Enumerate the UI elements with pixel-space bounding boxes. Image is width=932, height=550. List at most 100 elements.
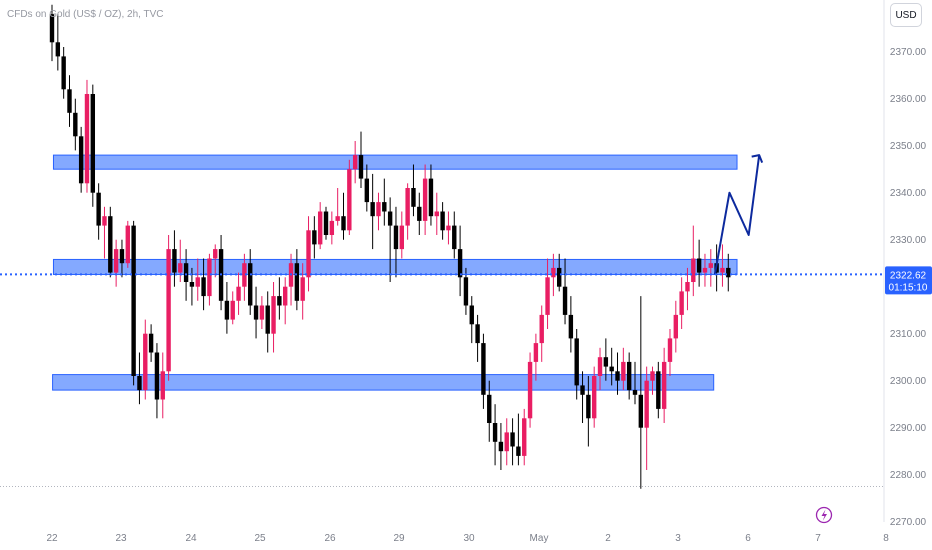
candle-body [644,380,649,428]
candle-body [522,418,527,456]
candle-body [638,394,644,428]
candle-body [154,352,160,400]
candle-body [166,249,171,372]
candle-body [452,225,457,250]
candle-body [481,343,486,395]
candle-body [49,14,55,43]
candle [364,164,370,212]
candle-body [213,249,218,259]
candle [300,263,305,320]
candle-body [533,343,539,362]
lightning-icon[interactable] [815,506,833,524]
candle [55,14,61,71]
candle-body [236,286,241,301]
candle-body [551,267,556,278]
candle-body [498,441,504,452]
candle-body [626,361,632,391]
candle-body [78,136,84,184]
candle [673,300,679,353]
candle-body [463,277,469,306]
candle-body [172,249,177,273]
candle [382,178,387,226]
candle-body [201,277,206,297]
candle [522,408,527,466]
candle [679,277,684,329]
candle-body [469,305,474,325]
candle [591,366,597,428]
candle [685,267,690,311]
candle-body [61,56,66,90]
zone-3[interactable] [52,374,715,391]
candle-body [399,225,404,250]
candle-body [393,225,399,250]
symbol-title: CFDs on Gold (US$ / OZ), 2h, TVC [7,9,164,20]
candle [557,253,562,292]
candle [527,352,533,428]
candle-body [352,155,358,170]
candle [67,75,72,127]
candle [702,253,708,287]
candle-body [265,305,270,334]
candle-body [294,263,300,301]
candle-body [609,366,614,372]
candle [154,343,160,419]
candle-body [108,216,113,273]
projection-arrow[interactable] [713,154,761,275]
candle [440,202,445,240]
candle [271,282,276,353]
candle [160,352,165,419]
candle [265,291,270,353]
x-tick-label: 22 [46,533,58,544]
candle [137,352,142,405]
candle [242,253,247,301]
candle [568,296,574,353]
x-tick-label: 24 [185,533,197,544]
candle-body [242,263,247,287]
candle [387,197,393,282]
candle [335,188,340,226]
candle [428,164,434,226]
x-tick-label: 8 [883,533,889,544]
candle [475,314,480,362]
candle [708,249,713,287]
candle [516,413,521,466]
zone-1[interactable] [52,154,738,170]
candle [656,361,661,419]
candle [603,338,609,381]
candle-body [329,220,335,235]
candle [312,216,317,259]
candle-body [574,338,579,386]
x-tick-label: 2 [605,533,611,544]
candle-body [90,94,96,193]
candle [457,225,463,297]
candle-body [597,357,603,376]
candle [562,258,568,325]
candle-body [224,300,230,320]
candle-body [685,282,690,292]
candle [720,244,725,287]
y-tick-label: 2360.00 [890,94,927,105]
candle [726,253,731,292]
candle-body [230,300,235,320]
candle [148,324,154,362]
candle-body [650,371,655,381]
candle [399,211,404,259]
currency-button[interactable]: USD [890,3,922,27]
candle-body [248,263,253,306]
candle [283,277,288,325]
candle-body [102,216,107,226]
candle-body [358,155,364,179]
candle [376,192,381,231]
candle [102,206,107,259]
candle-body [312,230,317,245]
candle-body [457,249,463,278]
x-tick-label: 7 [815,533,821,544]
candle-body [306,230,311,278]
candle-body [411,188,416,207]
zone-2[interactable] [52,258,738,275]
candle-body [148,333,154,353]
candle [306,216,311,292]
candle [277,277,282,320]
candle-body [527,361,533,419]
